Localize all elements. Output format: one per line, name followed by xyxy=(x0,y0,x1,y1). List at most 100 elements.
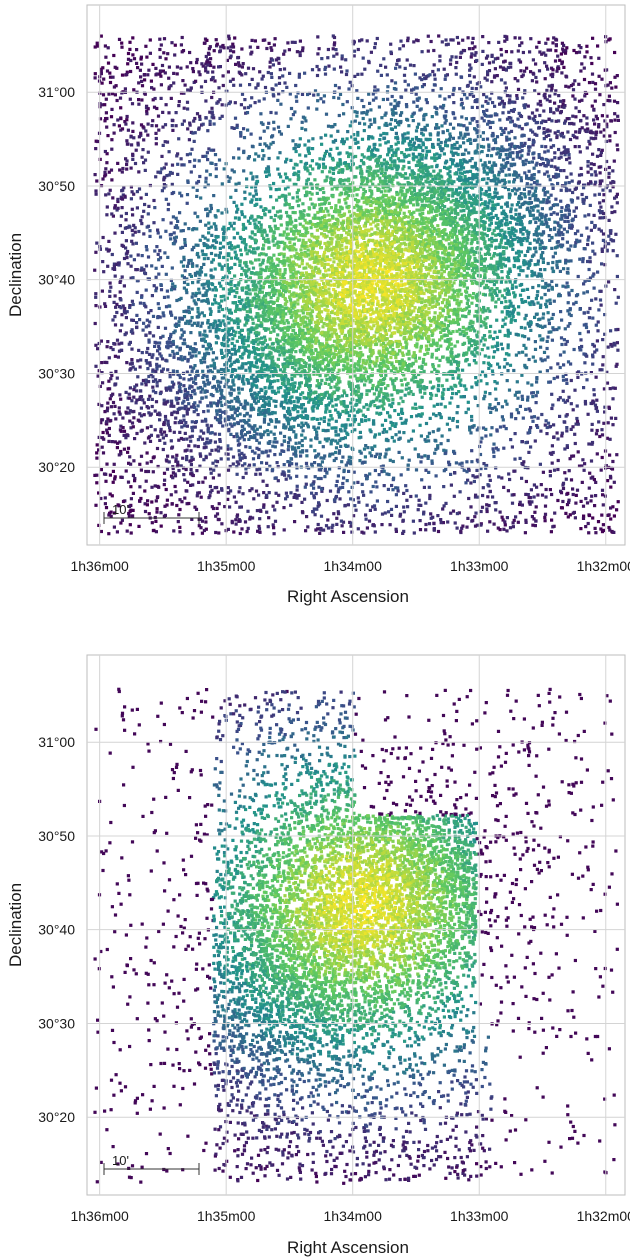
data-point xyxy=(207,345,211,349)
data-point xyxy=(500,219,504,223)
data-point xyxy=(389,377,393,381)
data-point xyxy=(277,61,281,65)
data-point xyxy=(337,451,341,455)
data-point xyxy=(274,399,278,403)
data-point xyxy=(436,446,440,450)
data-point xyxy=(217,255,222,259)
data-point xyxy=(294,285,298,289)
data-point xyxy=(149,79,153,83)
data-point xyxy=(154,73,158,77)
data-point xyxy=(397,360,401,364)
data-point xyxy=(399,39,403,43)
data-point xyxy=(232,170,236,174)
data-point xyxy=(543,268,547,272)
data-point xyxy=(516,117,520,121)
data-point xyxy=(493,380,497,384)
data-point xyxy=(453,471,457,475)
data-point xyxy=(180,35,184,40)
data-point xyxy=(211,70,215,74)
data-point xyxy=(459,300,463,304)
data-point xyxy=(381,239,385,243)
data-point xyxy=(412,175,417,180)
data-point xyxy=(344,186,348,190)
data-point xyxy=(420,366,424,370)
data-point xyxy=(415,208,419,212)
data-point xyxy=(390,249,394,254)
data-point xyxy=(586,238,590,242)
data-point xyxy=(245,310,249,314)
data-point xyxy=(286,364,290,369)
data-point xyxy=(414,146,418,150)
data-point xyxy=(248,292,252,296)
data-point xyxy=(131,473,135,478)
data-point xyxy=(324,367,328,371)
data-point xyxy=(340,301,344,305)
data-point xyxy=(366,196,370,200)
data-point xyxy=(445,372,449,376)
data-point xyxy=(284,290,288,294)
data-point xyxy=(475,202,479,206)
data-point xyxy=(401,353,405,357)
data-point xyxy=(438,169,442,173)
data-point xyxy=(388,523,392,527)
data-point xyxy=(440,204,445,208)
data-point xyxy=(272,399,276,403)
data-point xyxy=(596,270,600,274)
data-point xyxy=(350,84,354,88)
data-point xyxy=(154,289,158,293)
data-point xyxy=(499,101,503,105)
data-point xyxy=(457,41,461,45)
data-point xyxy=(210,505,214,509)
data-point xyxy=(183,241,187,245)
data-point xyxy=(446,312,450,316)
data-point xyxy=(614,416,618,420)
data-point xyxy=(315,372,319,376)
data-point xyxy=(475,523,479,527)
data-point xyxy=(519,230,523,234)
data-point xyxy=(394,433,398,437)
data-point xyxy=(225,335,229,339)
data-point xyxy=(502,485,506,489)
data-point xyxy=(230,414,234,418)
data-point xyxy=(577,50,582,54)
data-point xyxy=(534,121,538,125)
data-point xyxy=(345,100,349,104)
data-point xyxy=(121,188,125,192)
data-point xyxy=(407,160,411,164)
data-point xyxy=(151,470,155,474)
data-point xyxy=(94,147,98,151)
data-point xyxy=(340,402,344,406)
data-point xyxy=(512,178,517,182)
data-point xyxy=(268,65,272,69)
data-point xyxy=(460,242,464,246)
data-point xyxy=(161,125,165,129)
data-point xyxy=(609,181,613,185)
data-point xyxy=(261,74,265,78)
data-point xyxy=(113,323,118,327)
data-point xyxy=(397,412,401,416)
data-point xyxy=(394,258,398,262)
data-point xyxy=(481,49,485,53)
data-point xyxy=(470,344,474,348)
data-point xyxy=(157,306,161,310)
data-point xyxy=(206,58,210,62)
data-point xyxy=(608,99,612,103)
data-point xyxy=(373,435,377,439)
data-point xyxy=(548,238,552,242)
data-point xyxy=(431,289,435,294)
data-point xyxy=(135,383,139,387)
data-point xyxy=(503,181,507,185)
data-point xyxy=(508,98,512,102)
data-point xyxy=(162,398,166,402)
data-point xyxy=(365,169,369,173)
data-point xyxy=(365,389,369,393)
data-point xyxy=(505,117,510,121)
data-point xyxy=(433,438,437,442)
data-point xyxy=(525,274,529,278)
data-point xyxy=(257,453,261,457)
data-point xyxy=(436,282,440,286)
data-point xyxy=(459,209,463,213)
data-point xyxy=(424,468,428,472)
data-point xyxy=(191,281,195,285)
data-point xyxy=(240,356,244,360)
